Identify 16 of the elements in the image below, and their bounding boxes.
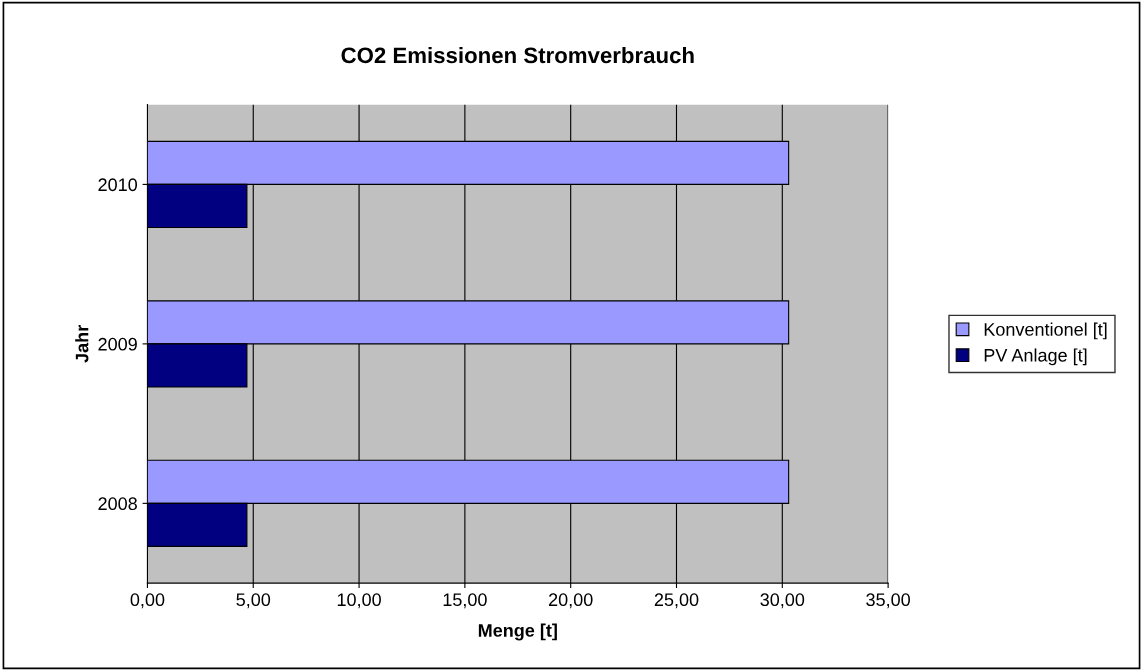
legend-label: Konventionel [t]	[984, 322, 1107, 340]
x-tick-label: 30,00	[760, 593, 805, 609]
legend-label: PV Anlage [t]	[984, 348, 1087, 366]
x-tick-label: 5,00	[236, 593, 271, 609]
y-tick-label: 2008	[98, 497, 137, 511]
x-tick-label: 10,00	[337, 593, 381, 609]
x-tick-label: 20,00	[549, 593, 593, 609]
y-tick-label: 2010	[98, 178, 138, 192]
x-tick-label: 0,00	[130, 593, 165, 609]
x-tick-label: 25,00	[654, 593, 699, 609]
x-axis-title: Menge [t]	[478, 623, 557, 641]
x-tick-label: 15,00	[443, 593, 487, 609]
y-axis-title: Jahr	[75, 325, 89, 363]
x-tick-label: 35,00	[866, 593, 910, 609]
y-tick-label: 2009	[98, 337, 137, 351]
chart-title: CO2 Emissionen Stromverbrauch	[341, 46, 694, 64]
